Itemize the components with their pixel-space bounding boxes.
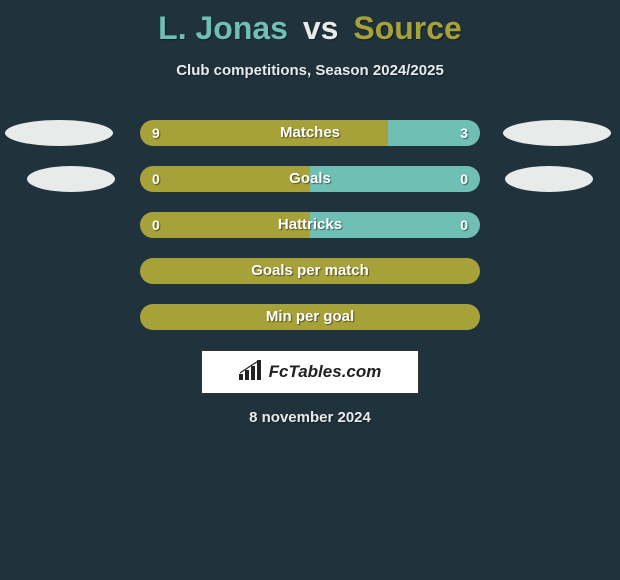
indicator-ellipse-right bbox=[505, 166, 593, 192]
metric-label: Goals per match bbox=[140, 258, 480, 284]
comparison-bar: Goals per match bbox=[140, 258, 480, 284]
subtitle: Club competitions, Season 2024/2025 bbox=[0, 62, 620, 79]
metric-label: Hattricks bbox=[140, 212, 480, 238]
title-player2: Source bbox=[353, 10, 461, 46]
comparison-bar: 00Goals bbox=[140, 166, 480, 192]
title-vs: vs bbox=[297, 10, 345, 46]
chart-bars-icon bbox=[239, 360, 263, 385]
indicator-ellipse-left bbox=[5, 120, 113, 146]
metric-label: Matches bbox=[140, 120, 480, 146]
brand-text: FcTables.com bbox=[269, 362, 382, 382]
date-label: 8 november 2024 bbox=[0, 409, 620, 426]
comparison-bar: 00Hattricks bbox=[140, 212, 480, 238]
comparison-bar: 93Matches bbox=[140, 120, 480, 146]
comparison-row: 93Matches bbox=[0, 120, 620, 146]
comparison-row: Goals per match bbox=[0, 258, 620, 284]
indicator-ellipse-right bbox=[503, 120, 611, 146]
brand-badge: FcTables.com bbox=[201, 350, 419, 394]
indicator-ellipse-left bbox=[27, 166, 115, 192]
comparison-row: 00Goals bbox=[0, 166, 620, 192]
page-title: L. Jonas vs Source bbox=[0, 0, 620, 48]
comparison-row: 00Hattricks bbox=[0, 212, 620, 238]
comparison-row: Min per goal bbox=[0, 304, 620, 330]
metric-label: Min per goal bbox=[140, 304, 480, 330]
page-root: L. Jonas vs Source Club competitions, Se… bbox=[0, 0, 620, 580]
metric-label: Goals bbox=[140, 166, 480, 192]
title-player1: L. Jonas bbox=[158, 10, 288, 46]
comparison-chart: 93Matches 00Goals 00Hattricks Goals per mat… bbox=[0, 120, 620, 350]
comparison-bar: Min per goal bbox=[140, 304, 480, 330]
